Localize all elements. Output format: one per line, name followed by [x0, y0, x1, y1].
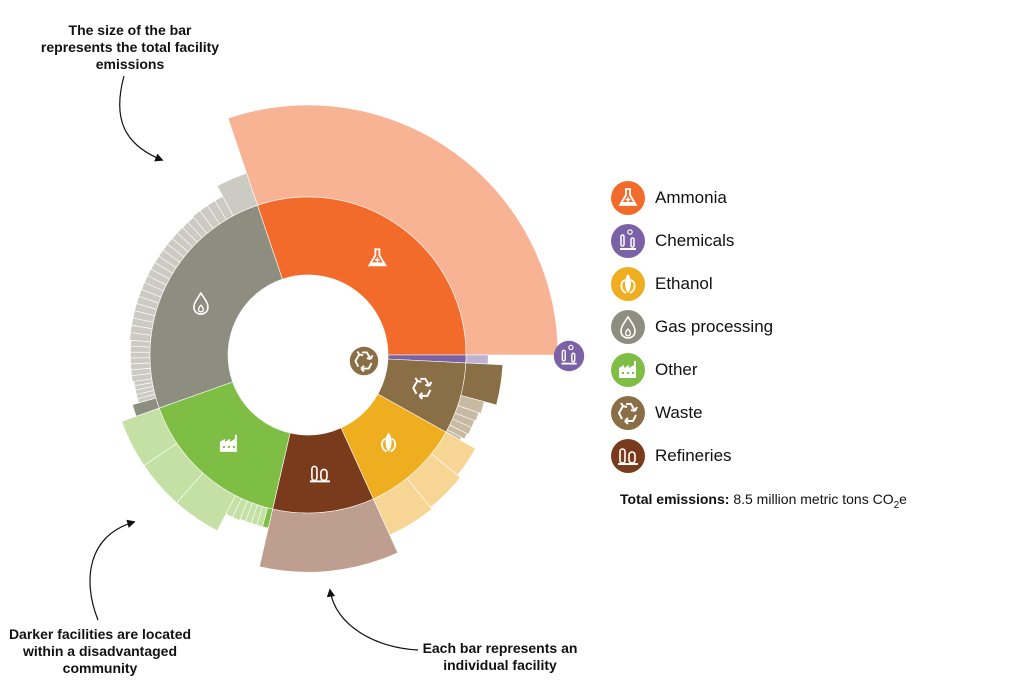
grain-icon [611, 266, 645, 301]
legend-label: Other [655, 359, 698, 379]
factory-icon [219, 434, 237, 452]
total-emissions-label: Total emissions: [620, 491, 730, 507]
refinery-icon [611, 438, 645, 473]
facility-bar [130, 357, 151, 365]
sector-chemicals [387, 354, 467, 364]
legend-label: Refineries [655, 445, 732, 465]
sector-refineries [272, 427, 374, 514]
legend-swatch [611, 395, 645, 430]
total-emissions-suffix: e [899, 491, 907, 507]
legend-item-ammonia: Ammonia [611, 176, 773, 219]
legend-swatch [611, 266, 645, 301]
grain-icon [381, 432, 397, 453]
annotation-dac: Darker facilities are located within a d… [8, 626, 192, 676]
facility-bar [465, 354, 489, 365]
legend-swatch [611, 309, 645, 344]
total-emissions-subscript: 2 [893, 499, 900, 511]
legend-item-ethanol: Ethanol [611, 262, 773, 305]
facility-ring [121, 104, 559, 573]
legend-swatch [611, 180, 645, 215]
legend-label: Waste [655, 402, 703, 422]
annotation-each-bar: Each bar represents an individual facili… [422, 640, 578, 673]
annotation-arrows [89, 75, 419, 651]
total-emissions: Total emissions: 8.5 million metric tons… [620, 491, 907, 511]
legend-label: Gas processing [655, 316, 774, 336]
sector-gas-processing [149, 204, 283, 409]
total-emissions-value: 8.5 million metric tons CO [733, 491, 894, 507]
legend-label: Ammonia [655, 187, 727, 207]
factory-icon [611, 352, 645, 387]
recycle-icon [412, 377, 433, 400]
sector-ethanol [340, 393, 447, 500]
legend-label: Chemicals [655, 230, 735, 250]
legend-item-refineries: Refineries [611, 434, 773, 477]
test-tubes-icon [553, 340, 585, 372]
sector-icons [193, 248, 585, 483]
arrow-bar [326, 588, 419, 651]
refinery-icon [309, 465, 330, 483]
recycle-icon [611, 395, 645, 430]
legend-swatch [611, 352, 645, 387]
facility-bar [130, 351, 151, 359]
legend-item-chemicals: Chemicals [611, 219, 773, 262]
legend: Ammonia Chemicals Ethanol Gas processing Oth… [611, 176, 773, 477]
arrow-size [119, 75, 164, 162]
test-tubes-icon [611, 223, 645, 258]
flame-icon [611, 309, 645, 344]
legend-swatch [611, 223, 645, 258]
flask-icon [611, 180, 645, 215]
legend-item-gas-processing: Gas processing [611, 305, 773, 348]
sector-ring [149, 196, 467, 514]
legend-item-waste: Waste [611, 391, 773, 434]
legend-item-other: Other [611, 348, 773, 391]
arrow-dac [89, 519, 136, 621]
recycle-icon [349, 346, 379, 376]
legend-label: Ethanol [655, 273, 713, 293]
flask-icon [367, 248, 387, 267]
legend-swatch [611, 438, 645, 473]
flame-icon [193, 291, 209, 315]
sector-ammonia [257, 196, 467, 356]
annotation-bar-size: The size of the bar represents the total… [40, 22, 220, 72]
